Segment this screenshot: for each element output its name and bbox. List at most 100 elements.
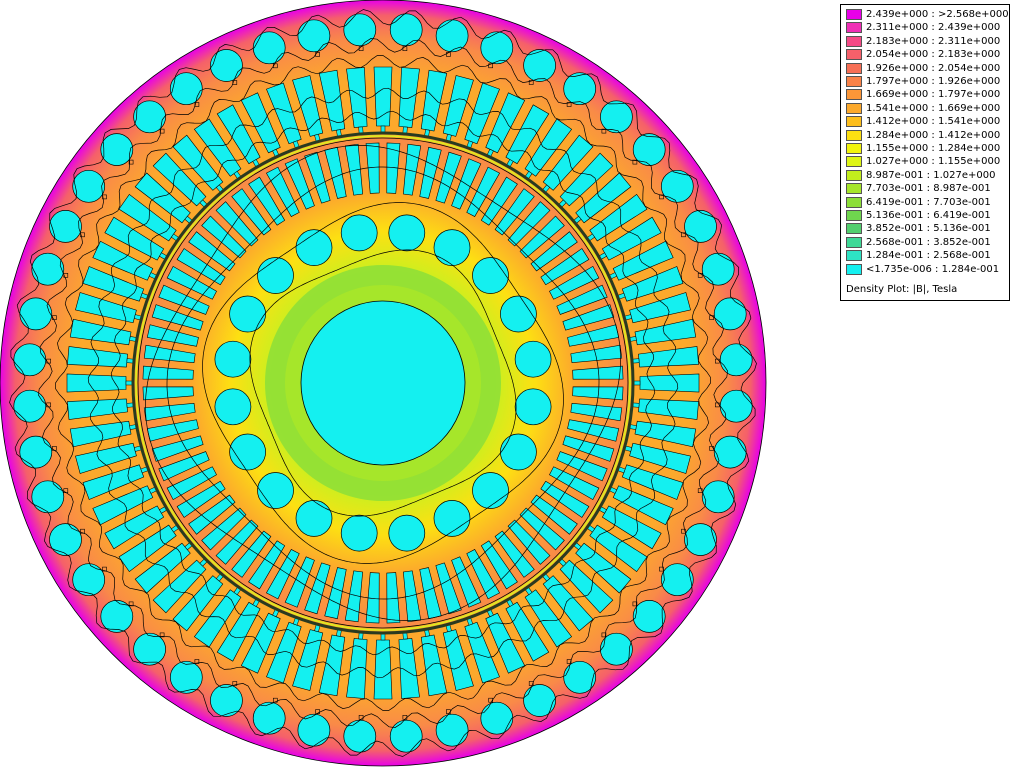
rotor-slot bbox=[344, 143, 363, 196]
rotor-slot-body bbox=[530, 494, 578, 535]
rotor-slot-body bbox=[466, 166, 501, 217]
rotor-hole bbox=[433, 500, 471, 537]
legend-range-label: 2.311e+000 : 2.439e+000 bbox=[866, 22, 1001, 34]
node-marker bbox=[232, 80, 238, 85]
outer-hole bbox=[13, 343, 47, 377]
legend-swatch bbox=[846, 35, 862, 47]
legend-swatch bbox=[846, 116, 862, 128]
rotor-slot bbox=[572, 386, 624, 401]
outer-hole bbox=[31, 252, 65, 286]
rotor-slot bbox=[142, 386, 194, 401]
rotor-slot bbox=[549, 466, 600, 501]
outer-hole bbox=[563, 660, 597, 694]
rotor-slot bbox=[166, 466, 217, 501]
stator-slot-body bbox=[373, 66, 393, 127]
rotor-slot-body bbox=[570, 344, 623, 363]
rotor-slot bbox=[284, 158, 315, 210]
rotor-slot-body bbox=[215, 519, 259, 565]
rotor-slot-body bbox=[304, 151, 331, 204]
legend-swatch bbox=[846, 143, 862, 154]
rotor-slot bbox=[166, 265, 217, 300]
legend-entry: 1.669e+000 : 1.797e+000 bbox=[844, 88, 1009, 101]
stator-slot bbox=[373, 66, 393, 135]
rotor-slot bbox=[451, 556, 482, 608]
outer-hole bbox=[600, 100, 633, 134]
rotor-slot-body bbox=[284, 158, 315, 210]
legend-swatch bbox=[846, 129, 862, 141]
rotor-slot-body bbox=[188, 231, 236, 272]
legend-range-label: 8.987e-001 : 1.027e+000 bbox=[866, 169, 996, 181]
rotor-slot-body bbox=[540, 248, 590, 286]
rotor-slot-body bbox=[567, 419, 620, 442]
legend-swatch bbox=[846, 89, 862, 101]
rotor-slot-body bbox=[507, 201, 551, 247]
rotor-slot-body bbox=[572, 386, 624, 401]
rotor-slot-body bbox=[215, 201, 259, 247]
flux-line bbox=[110, 110, 656, 656]
rotor-slot bbox=[540, 248, 590, 286]
flux-line bbox=[9, 9, 757, 757]
rotor-slot-body bbox=[231, 188, 272, 236]
node-marker bbox=[681, 232, 686, 238]
rotor-slot bbox=[519, 507, 565, 551]
rotor-slot bbox=[201, 215, 247, 259]
legend-swatch bbox=[846, 76, 862, 87]
legend-entry: 1.797e+000 : 1.926e+000 bbox=[844, 75, 1009, 88]
rotor-slot bbox=[530, 494, 578, 535]
rotor-slot bbox=[176, 248, 226, 286]
rotor-slot bbox=[176, 480, 226, 518]
rotor-slot bbox=[151, 435, 204, 462]
legend-range-label: 7.703e-001 : 8.987e-001 bbox=[866, 183, 991, 195]
node-marker bbox=[632, 601, 638, 607]
legend-range-label: 1.541e+000 : 1.669e+000 bbox=[866, 102, 1001, 114]
node-marker bbox=[128, 601, 134, 607]
rotor-slot-body bbox=[494, 530, 535, 578]
outer-hole bbox=[719, 389, 753, 423]
outer-hole bbox=[297, 19, 331, 53]
rotor-slot bbox=[562, 435, 615, 462]
outer-hole bbox=[133, 632, 166, 666]
color-legend: 2.439e+000 : >2.568e+000 2.311e+000 : 2.4… bbox=[840, 4, 1010, 301]
rotor-slot-body bbox=[403, 143, 422, 196]
legend-range-label: 1.284e-001 : 2.568e-001 bbox=[866, 250, 991, 262]
rotor-slot bbox=[435, 151, 462, 204]
rotor-slot-body bbox=[176, 480, 226, 518]
rotor-slot-body bbox=[324, 567, 347, 620]
legend-entry: 2.311e+000 : 2.439e+000 bbox=[844, 21, 1009, 34]
legend-entry: 6.419e-001 : 7.703e-001 bbox=[844, 196, 1009, 209]
rotor-slot bbox=[435, 562, 462, 615]
rotor-hole bbox=[257, 472, 294, 509]
rotor-slot-body bbox=[466, 549, 501, 600]
legend-range-label: 1.926e+000 : 2.054e+000 bbox=[866, 62, 1001, 74]
stator-slot bbox=[69, 420, 139, 448]
outer-hole bbox=[210, 49, 243, 82]
rotor-slot-body bbox=[386, 142, 401, 194]
outer-hole bbox=[701, 480, 735, 514]
flux-line bbox=[166, 166, 600, 600]
rotor-slot bbox=[419, 146, 442, 199]
outer-hole bbox=[100, 600, 134, 633]
rotor-slot-body bbox=[562, 304, 615, 331]
outer-hole bbox=[523, 49, 556, 82]
rotor-slot-body bbox=[562, 435, 615, 462]
rotor-slot bbox=[480, 540, 518, 590]
rotor-slot bbox=[562, 304, 615, 331]
rotor-slot bbox=[567, 419, 620, 442]
node-marker bbox=[194, 102, 200, 107]
rotor-slot bbox=[365, 142, 380, 194]
outer-hole bbox=[480, 701, 514, 735]
rotor-slot-body bbox=[403, 570, 422, 623]
outer-hole bbox=[31, 480, 65, 514]
node-marker bbox=[128, 159, 134, 165]
stator-slot bbox=[630, 346, 699, 368]
legend-range-label: 3.852e-001 : 5.136e-001 bbox=[866, 223, 991, 235]
outer-hole bbox=[389, 719, 423, 753]
outer-hole bbox=[13, 389, 47, 423]
rotor-slot bbox=[572, 365, 624, 380]
rotor-slot-body bbox=[151, 304, 204, 331]
rotor-slot-body bbox=[549, 466, 600, 501]
outer-hole bbox=[19, 297, 53, 331]
stator-slot bbox=[420, 627, 448, 697]
rotor-slot-body bbox=[143, 403, 196, 422]
legend-swatch bbox=[846, 102, 862, 114]
